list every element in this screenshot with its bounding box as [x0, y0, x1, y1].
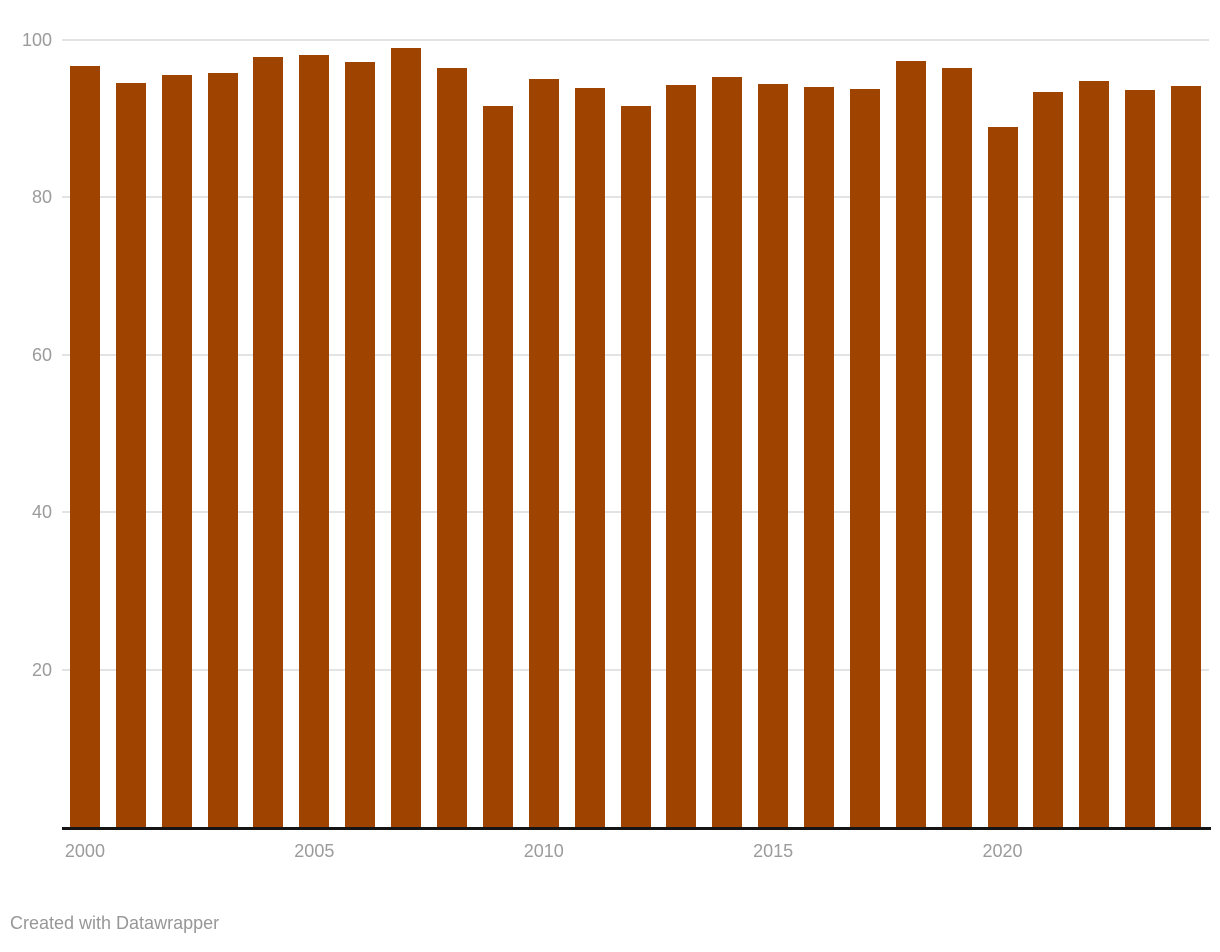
bar-2002 — [161, 74, 192, 827]
bar-2001 — [115, 83, 146, 827]
y-tick-label-20: 20 — [31, 659, 52, 680]
bar-2018 — [895, 61, 926, 827]
bar-2012 — [620, 106, 651, 827]
y-tick-label-80: 80 — [31, 187, 52, 208]
bar-2023 — [1125, 89, 1156, 827]
x-axis-line — [62, 827, 1211, 830]
bar-2006 — [345, 62, 376, 827]
bar-2011 — [574, 88, 605, 827]
bar-2005 — [299, 54, 330, 827]
x-tick-label-2010: 2010 — [523, 841, 564, 861]
bar-2019 — [941, 67, 972, 827]
y-tick-label-100: 100 — [21, 30, 52, 50]
bar-2000 — [69, 65, 100, 827]
bar-2020 — [987, 127, 1018, 827]
x-tick-label-2000: 2000 — [64, 841, 105, 861]
x-tick-label-2005: 2005 — [294, 841, 335, 861]
bar-2010 — [528, 78, 559, 827]
bar-2013 — [666, 84, 697, 827]
y-tick-label-40: 40 — [31, 502, 52, 523]
bar-2024 — [1171, 85, 1202, 827]
bar-2014 — [712, 77, 743, 827]
bar-2022 — [1079, 80, 1110, 827]
bar-2016 — [804, 87, 835, 827]
bar-2004 — [253, 56, 284, 827]
bar-2017 — [849, 88, 880, 827]
footer-credit[interactable]: Created with Datawrapper — [10, 913, 220, 933]
bar-2007 — [391, 47, 422, 827]
bar-2015 — [758, 84, 789, 827]
bar-2009 — [482, 106, 513, 827]
y-tick-label-60: 60 — [31, 344, 52, 365]
bar-2008 — [436, 67, 467, 827]
x-tick-label-2015: 2015 — [753, 841, 794, 861]
gridline-100 — [62, 39, 1209, 41]
bar-2021 — [1033, 91, 1064, 827]
bar-2003 — [207, 73, 238, 827]
plot-area — [62, 39, 1209, 827]
x-tick-label-2020: 2020 — [982, 841, 1023, 861]
